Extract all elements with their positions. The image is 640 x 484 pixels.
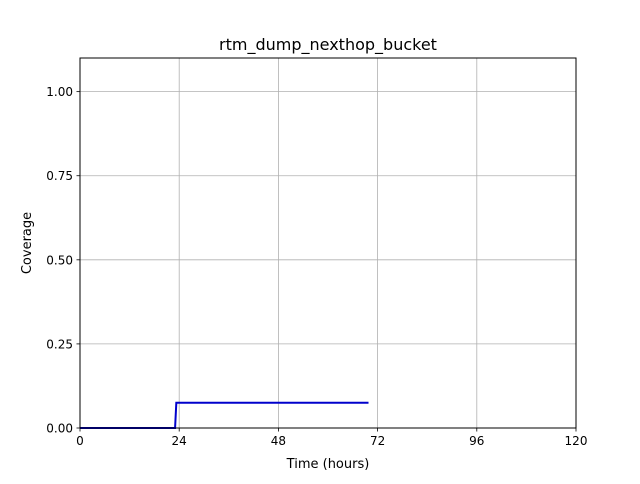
chart-title: rtm_dump_nexthop_bucket — [219, 35, 437, 55]
x-tick-label: 0 — [76, 434, 84, 448]
coverage-series-line — [80, 401, 369, 429]
x-tick-label: 24 — [172, 434, 187, 448]
y-tick-label: 0.25 — [46, 337, 73, 351]
series-layer — [80, 401, 369, 429]
plot-frame — [79, 57, 577, 429]
x-tick-label: 96 — [469, 434, 484, 448]
y-tick-label: 0.75 — [46, 169, 73, 183]
y-tick-label: 0.50 — [46, 253, 73, 267]
x-axis-label: Time (hours) — [286, 457, 370, 472]
y-tick-label: 0.00 — [46, 422, 73, 436]
y-tick-label: 1.00 — [46, 85, 73, 99]
x-tick-label: 72 — [370, 434, 385, 448]
y-axis-label: Coverage — [20, 212, 35, 274]
ticks: 0 24 48 72 96 120 0.00 0.25 0.50 0.75 1.00 — [46, 85, 587, 448]
x-tick-label: 120 — [565, 434, 588, 448]
grid — [79, 58, 577, 429]
x-tick-label: 48 — [271, 434, 286, 448]
